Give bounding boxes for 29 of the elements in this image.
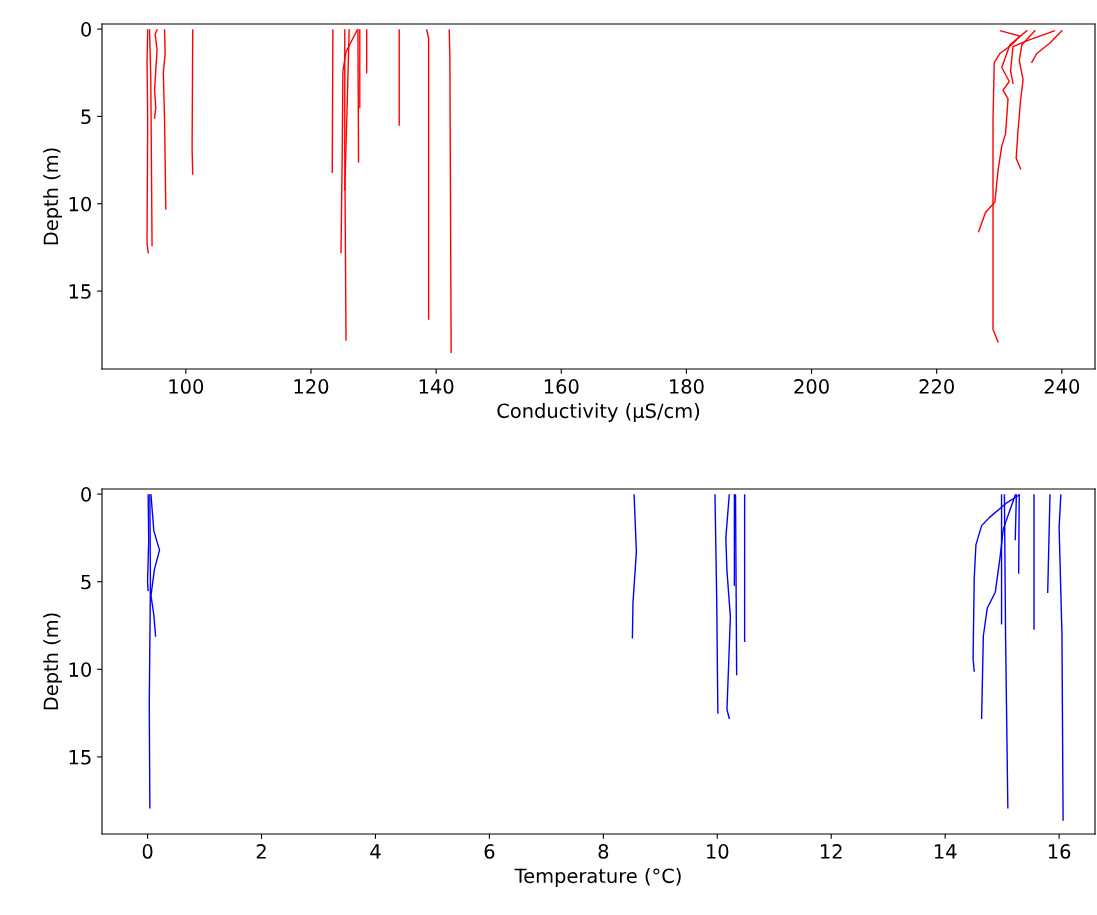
y-tick-label: 10 bbox=[69, 196, 91, 212]
x-tick-label: 200 bbox=[794, 379, 829, 394]
y-tick-label: 5 bbox=[81, 574, 91, 590]
y-axis-title: Depth (m) bbox=[43, 613, 62, 710]
x-tick-label: 12 bbox=[820, 844, 842, 859]
x-tick-label: 8 bbox=[598, 844, 609, 859]
x-tick-label: 240 bbox=[1044, 379, 1080, 394]
x-tick-label: 2 bbox=[256, 844, 266, 859]
y-tick-label: 10 bbox=[69, 662, 91, 677]
x-axis-title: Temperature (°C) bbox=[514, 868, 681, 887]
y-tick-label: 0 bbox=[81, 22, 91, 37]
x-axis-title: Conductivity (µS/cm) bbox=[497, 403, 700, 422]
y-axis-title: Depth (m) bbox=[43, 148, 62, 245]
x-tick-label: 16 bbox=[1048, 844, 1071, 859]
x-tick-label: 0 bbox=[142, 844, 153, 859]
y-tick-label: 0 bbox=[81, 487, 91, 502]
x-tick-label: 220 bbox=[919, 379, 954, 394]
y-tick-label: 15 bbox=[69, 284, 91, 299]
x-tick-label: 120 bbox=[294, 379, 329, 394]
x-tick-label: 160 bbox=[544, 379, 579, 394]
x-tick-label: 14 bbox=[934, 844, 957, 859]
y-tick-label: 15 bbox=[69, 750, 91, 765]
x-tick-label: 100 bbox=[169, 379, 204, 394]
x-tick-label: 140 bbox=[419, 379, 454, 394]
x-tick-label: 180 bbox=[669, 379, 704, 394]
y-tick-label: 5 bbox=[81, 109, 91, 125]
x-tick-label: 6 bbox=[484, 844, 495, 859]
x-tick-label: 4 bbox=[370, 844, 381, 859]
x-tick-label: 10 bbox=[707, 844, 729, 859]
